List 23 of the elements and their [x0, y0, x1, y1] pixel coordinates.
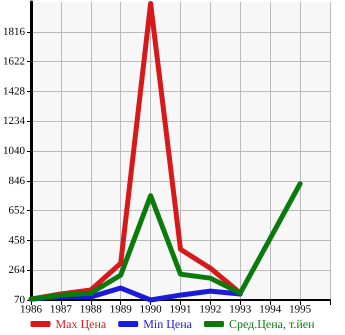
y-tick-label: 458 [8, 234, 26, 246]
x-tick-label: 1990 [140, 304, 162, 316]
legend-label: Min Цена [143, 317, 193, 331]
y-tick-label: 1234 [3, 115, 26, 128]
x-tick-label: 1989 [110, 304, 132, 316]
x-tick-label: 1993 [229, 304, 252, 316]
x-tick-label: 1986 [20, 304, 42, 316]
y-tick-label: 1428 [3, 85, 26, 98]
y-tick-label: 1816 [3, 26, 26, 38]
legend-label: Сред.Цена, т.йен [228, 317, 316, 331]
x-tick-label: 1991 [170, 304, 192, 316]
x-tick-label: 1992 [199, 304, 222, 316]
x-tick-label: 1995 [289, 304, 312, 316]
x-tick-label: 1987 [50, 304, 72, 316]
y-tick-label: 846 [8, 174, 26, 187]
y-tick-label: 652 [8, 204, 25, 217]
y-tick-label: 1040 [3, 145, 26, 157]
y-tick-label: 264 [8, 264, 26, 276]
x-tick-label: 1994 [259, 304, 282, 316]
y-tick-label: 1622 [3, 56, 25, 68]
legend-label: Max Цена [55, 317, 107, 331]
x-tick-label: 1988 [80, 304, 102, 316]
y-tick-label: 70 [14, 294, 26, 306]
